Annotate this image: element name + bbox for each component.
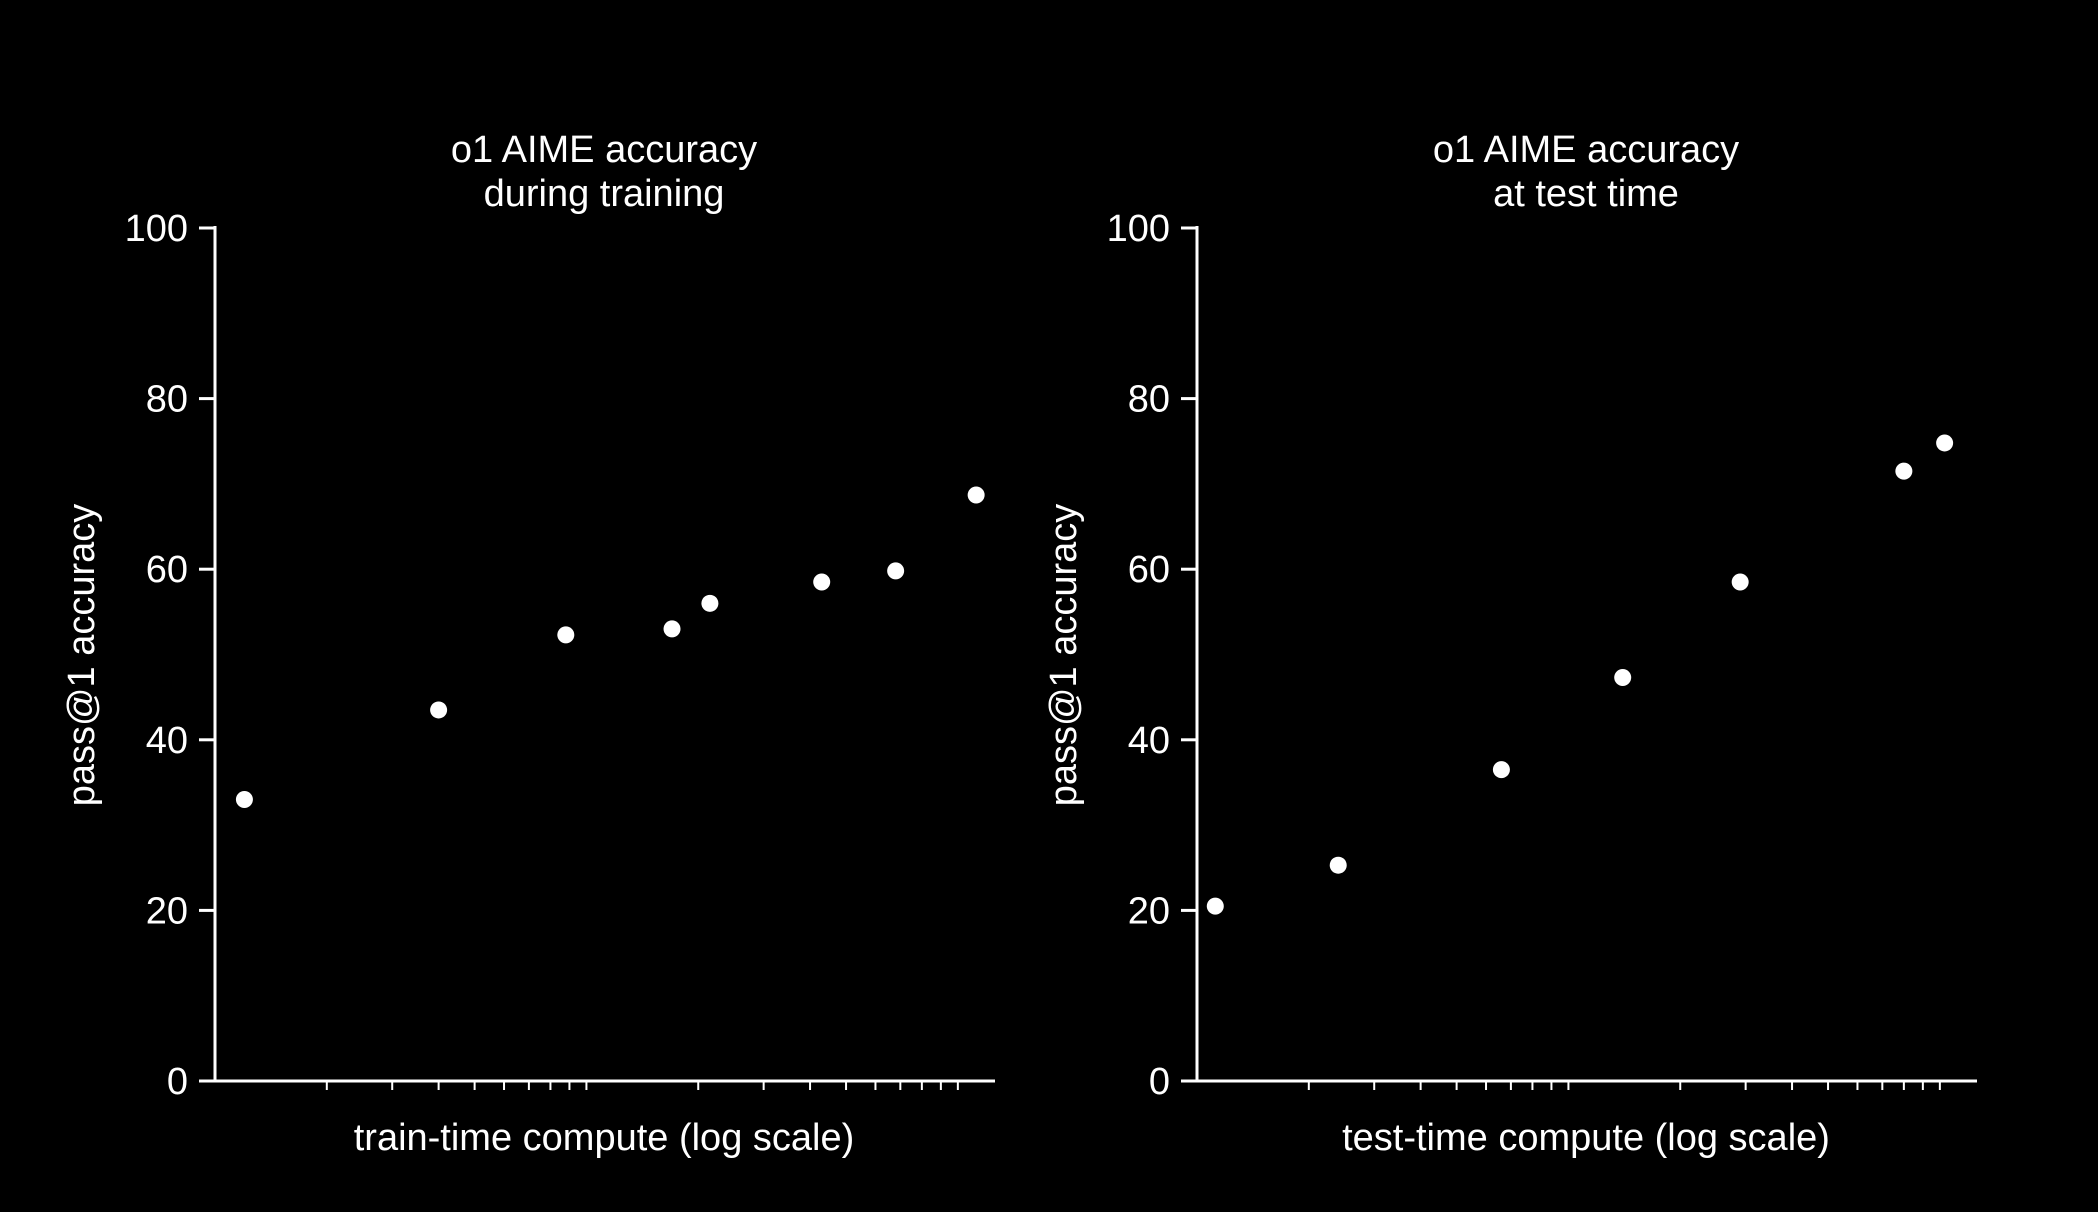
y-tick-label: 100	[1107, 208, 1170, 250]
x-axis-label: test-time compute (log scale)	[1342, 1117, 1830, 1159]
data-point	[1206, 897, 1224, 915]
y-tick-label: 20	[146, 890, 188, 932]
y-tick-label: 80	[1128, 379, 1170, 421]
data-point	[967, 486, 985, 504]
data-point	[235, 791, 253, 809]
chart-title-line-1: o1 AIME accuracy	[451, 129, 757, 171]
panel-train: o1 AIME accuracy during training pass@1 …	[61, 129, 995, 1159]
data-point	[1492, 761, 1510, 779]
y-ticks: 0 20 40 60 80 100	[1107, 208, 1197, 1103]
data-point	[701, 594, 719, 612]
y-tick-label: 40	[146, 720, 188, 762]
y-tick-label: 100	[125, 208, 188, 250]
y-ticks: 0 20 40 60 80 100	[125, 208, 215, 1103]
data-point	[1731, 573, 1749, 591]
data-point	[813, 573, 831, 591]
data-points	[235, 486, 985, 809]
x-axis-label: train-time compute (log scale)	[354, 1117, 855, 1159]
data-point	[663, 620, 681, 638]
data-point	[1329, 856, 1347, 874]
chart-title-line-1: o1 AIME accuracy	[1433, 129, 1739, 171]
data-point	[1936, 434, 1954, 452]
data-points	[1206, 434, 1954, 915]
y-tick-label: 80	[146, 379, 188, 421]
data-point	[887, 562, 905, 580]
y-axis-label: pass@1 accuracy	[61, 504, 103, 807]
panel-test: o1 AIME accuracy at test time pass@1 acc…	[1043, 129, 1977, 1159]
chart-title-line-2: during training	[484, 173, 725, 215]
y-tick-label: 0	[167, 1061, 188, 1103]
y-tick-label: 60	[146, 549, 188, 591]
chart-title-line-2: at test time	[1493, 173, 1679, 215]
data-point	[1614, 669, 1632, 687]
y-axis-label: pass@1 accuracy	[1043, 504, 1085, 807]
y-tick-label: 20	[1128, 890, 1170, 932]
data-point	[430, 701, 448, 719]
data-point	[557, 626, 575, 644]
y-tick-label: 0	[1149, 1061, 1170, 1103]
y-tick-label: 60	[1128, 549, 1170, 591]
y-tick-label: 40	[1128, 720, 1170, 762]
data-point	[1895, 462, 1913, 480]
